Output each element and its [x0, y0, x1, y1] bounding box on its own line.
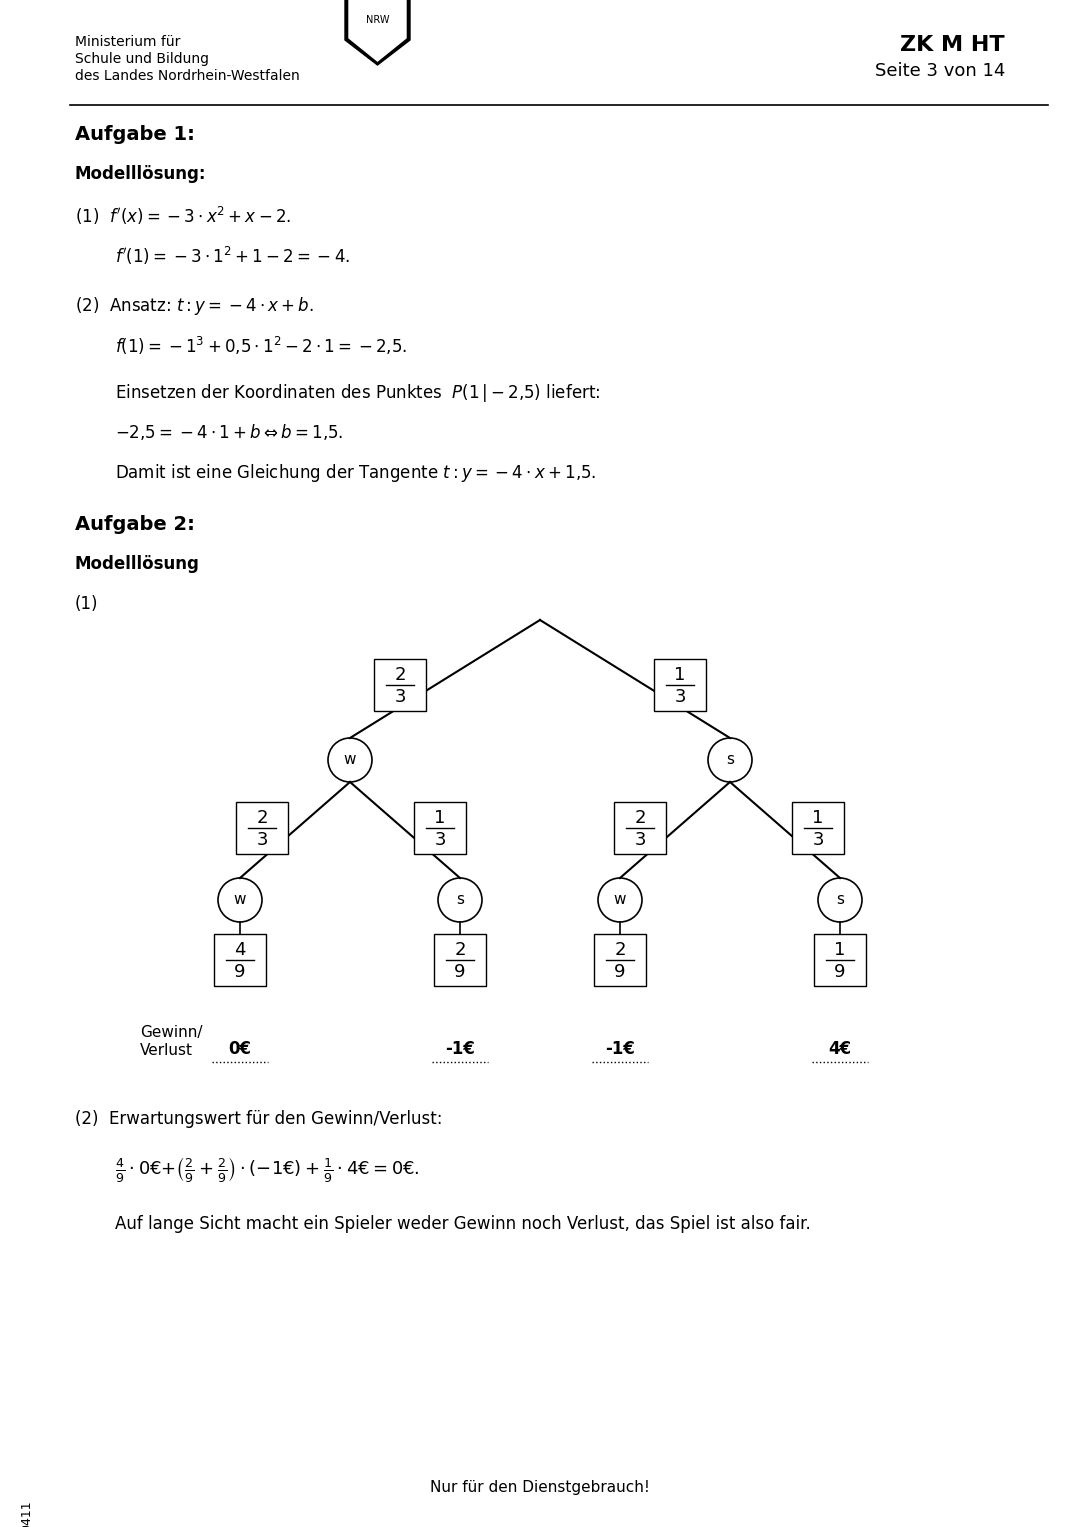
Text: 3: 3 — [674, 689, 686, 705]
Text: Verlust: Verlust — [140, 1043, 193, 1058]
Text: 3: 3 — [394, 689, 406, 705]
Text: $f'(1)=-3\cdot 1^2+1-2=-4$.: $f'(1)=-3\cdot 1^2+1-2=-4$. — [114, 244, 350, 267]
FancyBboxPatch shape — [615, 802, 666, 854]
Polygon shape — [349, 0, 406, 61]
Text: 3: 3 — [634, 831, 646, 849]
Text: Modelllösung: Modelllösung — [75, 554, 200, 573]
Text: 0€: 0€ — [229, 1040, 252, 1058]
Text: -1€: -1€ — [445, 1040, 475, 1058]
Text: 2: 2 — [256, 809, 268, 828]
Text: Aufgabe 1:: Aufgabe 1: — [75, 125, 194, 144]
Text: w: w — [343, 753, 356, 768]
FancyBboxPatch shape — [374, 660, 426, 712]
Text: 1: 1 — [835, 941, 846, 959]
Text: w: w — [233, 892, 246, 907]
Text: des Landes Nordrhein-Westfalen: des Landes Nordrhein-Westfalen — [75, 69, 300, 82]
FancyBboxPatch shape — [792, 802, 843, 854]
Text: NRW: NRW — [366, 15, 389, 24]
Text: Damit ist eine Gleichung der Tangente $t: y=-4\cdot x+1{,}5$.: Damit ist eine Gleichung der Tangente $t… — [114, 463, 596, 484]
FancyBboxPatch shape — [654, 660, 706, 712]
Text: 4€: 4€ — [828, 1040, 851, 1058]
Text: $-2{,}5=-4\cdot 1+b \Leftrightarrow b=1{,}5$.: $-2{,}5=-4\cdot 1+b \Leftrightarrow b=1{… — [114, 421, 343, 441]
Text: (1)  $f'(x)=-3\cdot x^2+x-2$.: (1) $f'(x)=-3\cdot x^2+x-2$. — [75, 205, 292, 228]
Text: Gewinn/: Gewinn/ — [140, 1025, 203, 1040]
Text: Einsetzen der Koordinaten des Punktes  $P(1\,|-2{,}5)$ liefert:: Einsetzen der Koordinaten des Punktes $P… — [114, 382, 600, 405]
Text: 9: 9 — [455, 964, 465, 980]
Text: s: s — [456, 892, 464, 907]
Text: 1: 1 — [674, 666, 686, 684]
Text: 2: 2 — [394, 666, 406, 684]
Text: 2: 2 — [634, 809, 646, 828]
Text: 3: 3 — [256, 831, 268, 849]
Text: s: s — [836, 892, 843, 907]
FancyBboxPatch shape — [594, 935, 646, 986]
Text: Ministerium für: Ministerium für — [75, 35, 180, 49]
Text: Nur für den Dienstgebrauch!: Nur für den Dienstgebrauch! — [430, 1480, 650, 1495]
Text: 9: 9 — [615, 964, 625, 980]
Text: Seite 3 von 14: Seite 3 von 14 — [875, 63, 1005, 79]
Text: 4: 4 — [234, 941, 246, 959]
Text: Auf lange Sicht macht ein Spieler weder Gewinn noch Verlust, das Spiel ist also : Auf lange Sicht macht ein Spieler weder … — [114, 1215, 811, 1232]
FancyBboxPatch shape — [237, 802, 288, 854]
Text: -1€: -1€ — [605, 1040, 635, 1058]
FancyBboxPatch shape — [414, 802, 465, 854]
Text: 9: 9 — [234, 964, 246, 980]
Text: w: w — [613, 892, 626, 907]
Text: $f(1)=-1^3+0{,}5\cdot 1^2-2\cdot 1=-2{,}5$.: $f(1)=-1^3+0{,}5\cdot 1^2-2\cdot 1=-2{,}… — [114, 334, 407, 357]
Text: Aufgabe 2:: Aufgabe 2: — [75, 515, 194, 534]
Text: 1: 1 — [812, 809, 824, 828]
Text: s: s — [726, 753, 734, 768]
Text: 2: 2 — [455, 941, 465, 959]
FancyBboxPatch shape — [814, 935, 866, 986]
Polygon shape — [345, 0, 410, 66]
FancyBboxPatch shape — [434, 935, 486, 986]
Text: 3: 3 — [812, 831, 824, 849]
Text: 1: 1 — [434, 809, 446, 828]
Text: Schule und Bildung: Schule und Bildung — [75, 52, 210, 66]
Text: Modelllösung:: Modelllösung: — [75, 165, 206, 183]
FancyBboxPatch shape — [214, 935, 266, 986]
Text: (2)  Ansatz: $t: y=-4\cdot x+b$.: (2) Ansatz: $t: y=-4\cdot x+b$. — [75, 295, 314, 318]
Text: 2: 2 — [615, 941, 625, 959]
Text: (1): (1) — [75, 596, 98, 612]
Text: (2)  Erwartungswert für den Gewinn/Verlust:: (2) Erwartungswert für den Gewinn/Verlus… — [75, 1110, 443, 1128]
Text: 9: 9 — [834, 964, 846, 980]
Text: 3: 3 — [434, 831, 446, 849]
Text: ZK M HT: ZK M HT — [901, 35, 1005, 55]
Text: 0411: 0411 — [21, 1500, 33, 1527]
Text: $\frac{4}{9}\cdot 0$€$+\left(\frac{2}{9}+\frac{2}{9}\right)\cdot(-1$€$)+\frac{1}: $\frac{4}{9}\cdot 0$€$+\left(\frac{2}{9}… — [114, 1154, 420, 1183]
